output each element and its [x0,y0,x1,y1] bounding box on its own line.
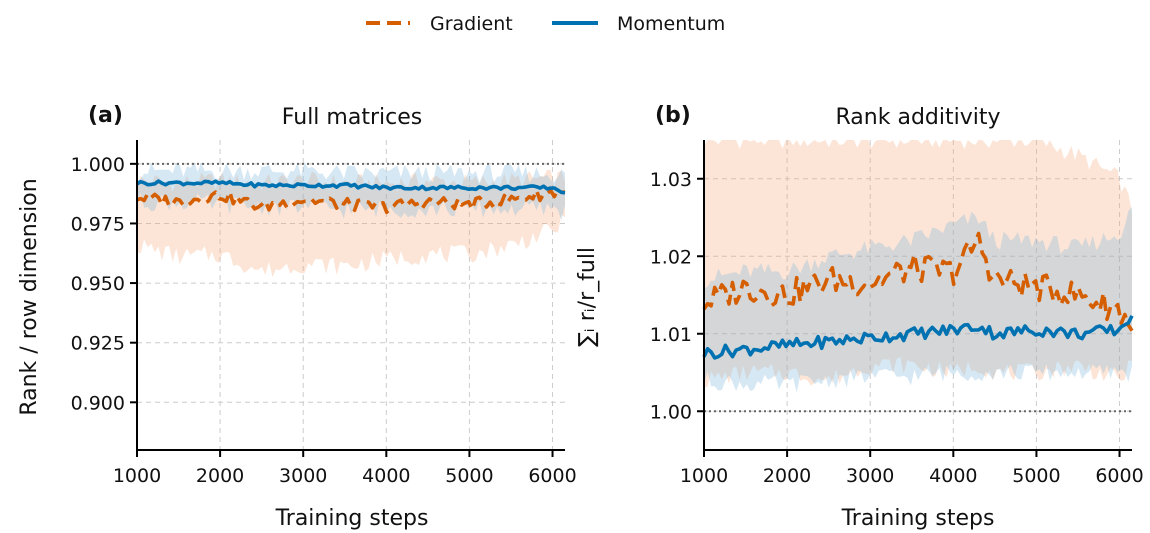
bands-a [137,162,565,277]
chart-panel-a: 1000 2000 3000 4000 5000 6000 0.900 0.925 0.950 0… [17,103,577,531]
chart-title-a: Full matrices [282,105,422,130]
x-tick-label: 6000 [1095,465,1143,487]
chart-title-b: Rank additivity [836,105,1001,130]
y-tick-label: 1.03 [650,169,692,191]
x-axis-label-b: Training steps [841,506,995,531]
band-gradient [137,169,565,277]
series-line-gradient [136,188,566,215]
lines-b [702,231,1134,413]
band-momentum [137,162,565,221]
y-axis-label-b: ∑ᵢ rᵢ/r_full [575,247,600,347]
x-tick-label: 4000 [362,465,410,487]
x-tick-label: 4000 [929,465,977,487]
y-tick-label: 1.01 [650,324,692,346]
legend-label-momentum: Momentum [617,13,725,35]
x-tick-label: 1000 [113,465,161,487]
y-tick-label: 0.925 [71,333,125,355]
y-axis-label-a: Rank / row dimension [17,178,42,415]
x-tick-label: 6000 [528,465,576,487]
panel-label-a: (a) [88,103,123,128]
x-tick-label: 1000 [680,465,728,487]
axes-a: 1000 2000 3000 4000 5000 6000 0.900 0.925 0.950 0… [71,140,577,487]
y-tick-label: 0.975 [71,213,125,235]
panel-label-b: (b) [655,103,691,128]
series-line-momentum [136,179,566,195]
lines-a [136,162,566,215]
x-tick-label: 5000 [445,465,493,487]
y-tick-label: 1.02 [650,246,692,268]
x-tick-label: 2000 [196,465,244,487]
x-axis-label-a: Training steps [275,506,429,531]
chart-panel-b: 1000 2000 3000 4000 5000 6000 1.00 1.01 1.02 1.03… [575,103,1144,531]
x-tick-label: 5000 [1012,465,1060,487]
legend-label-gradient: Gradient [430,13,513,35]
y-tick-label: 0.900 [71,392,125,414]
y-tick-label: 1.000 [71,154,125,176]
series-line-gradient [702,231,1134,332]
y-tick-label: 1.00 [650,401,692,423]
series-line-momentum [702,314,1134,360]
y-tick-label: 0.950 [71,273,125,295]
x-tick-label: 3000 [846,465,894,487]
legend: Gradient Momentum [366,13,725,35]
axes-b: 1000 2000 3000 4000 5000 6000 1.00 1.01 1.02 1.03 [650,140,1144,487]
x-tick-label: 2000 [763,465,811,487]
x-tick-label: 3000 [279,465,327,487]
